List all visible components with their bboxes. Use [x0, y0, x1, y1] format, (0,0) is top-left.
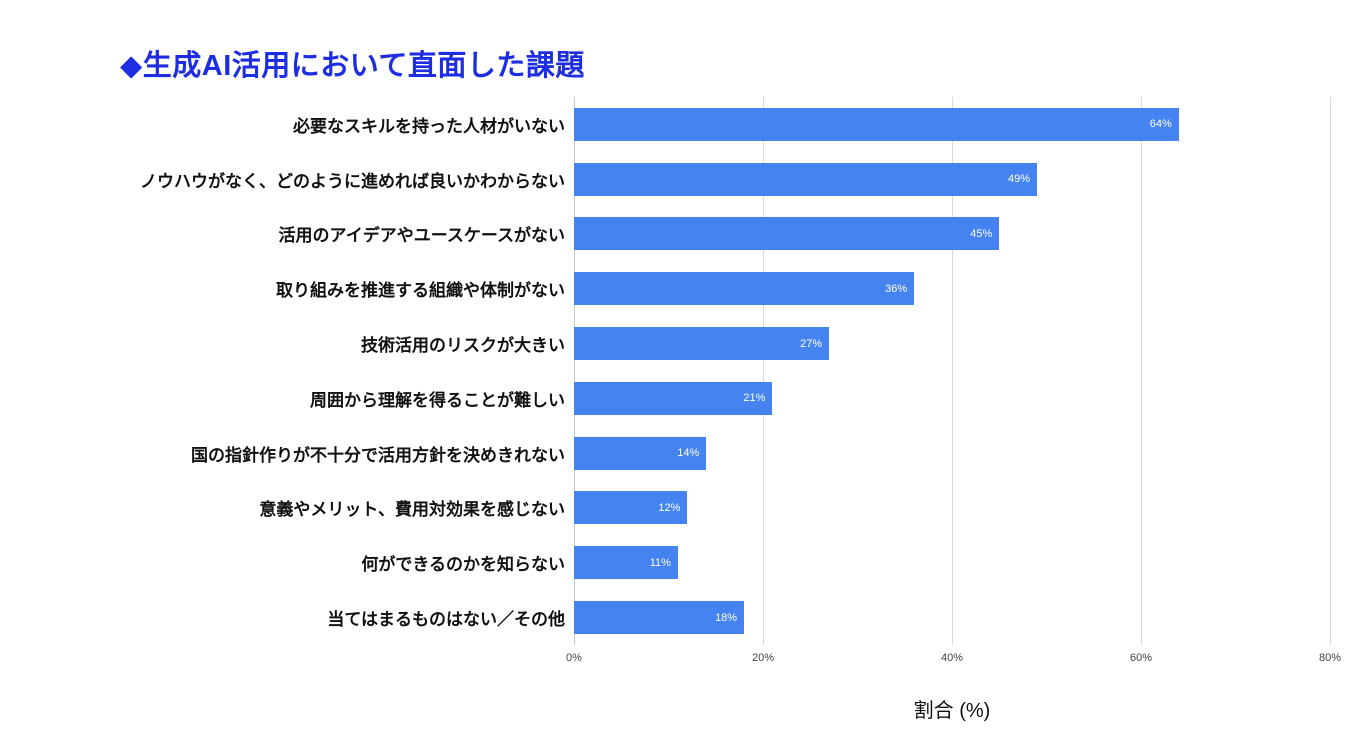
- bar: 27%: [574, 327, 830, 361]
- bar: 64%: [574, 107, 1179, 141]
- x-tick-label: 40%: [940, 652, 964, 664]
- bar-row: 21%: [574, 371, 1330, 426]
- gridline: [1330, 97, 1331, 645]
- category-label: 国の指針作りが不十分で活用方針を決めきれない: [191, 445, 565, 465]
- bar-value-label: 45%: [970, 227, 993, 240]
- bar: 36%: [574, 272, 915, 306]
- bar: 45%: [574, 217, 1000, 251]
- category-labels: 必要なスキルを持った人材がいないノウハウがなく、どのように進めれば良いかわからな…: [40, 97, 565, 645]
- gridline: [574, 97, 575, 645]
- x-axis-ticks: 0% 20% 40% 60% 80%: [566, 652, 1341, 668]
- bar-value-label: 18%: [715, 611, 738, 624]
- bar-value-label: 27%: [800, 337, 823, 350]
- bar-row: 64%: [574, 97, 1330, 152]
- x-tick-label: 20%: [751, 652, 775, 664]
- bar: 14%: [574, 436, 707, 470]
- bar: 49%: [574, 162, 1038, 196]
- category-label: 活用のアイデアやユースケースがない: [278, 226, 565, 246]
- chart-title: ◆生成AI活用において直面した課題: [120, 50, 585, 82]
- bar-row: 36%: [574, 261, 1330, 316]
- bar-row: 14%: [574, 426, 1330, 481]
- bar-row: 49%: [574, 152, 1330, 207]
- category-label: 周囲から理解を得ることが難しい: [310, 390, 565, 410]
- bar-value-label: 11%: [649, 556, 671, 569]
- bar-value-label: 21%: [743, 392, 766, 405]
- bar: 11%: [574, 546, 678, 580]
- bar-value-label: 12%: [658, 501, 681, 514]
- bar: 18%: [574, 601, 745, 635]
- bar-value-label: 14%: [677, 447, 700, 460]
- bar-row: 11%: [574, 535, 1330, 590]
- gridline: [952, 97, 953, 645]
- bar-value-label: 36%: [885, 282, 908, 295]
- x-tick-label: 0%: [566, 652, 582, 664]
- bar-row: 27%: [574, 316, 1330, 371]
- bar-value-label: 49%: [1008, 173, 1031, 186]
- gridline: [1141, 97, 1142, 645]
- category-label: 当てはまるものはない／その他: [327, 610, 565, 630]
- category-label: 取り組みを推進する組織や体制がない: [276, 281, 565, 301]
- bar-row: 18%: [574, 590, 1330, 645]
- category-label: 技術活用のリスクが大きい: [361, 336, 565, 356]
- category-label: ノウハウがなく、どのように進めれば良いかわからない: [140, 171, 565, 191]
- category-label: 意義やメリット、費用対効果を感じない: [259, 500, 565, 520]
- category-label: 何ができるのかを知らない: [361, 555, 565, 575]
- x-tick-label: 80%: [1318, 652, 1342, 664]
- category-label: 必要なスキルを持った人材がいない: [293, 116, 565, 136]
- plot-area: 64% 49% 45% 36% 27% 21% 14% 12% 11% 18%: [574, 97, 1331, 645]
- x-axis-label: 割合 (%): [913, 700, 991, 722]
- bar-value-label: 64%: [1149, 118, 1172, 131]
- bar-row: 45%: [574, 207, 1330, 262]
- bar: 12%: [574, 491, 688, 525]
- bars: 64% 49% 45% 36% 27% 21% 14% 12% 11% 18%: [574, 97, 1330, 645]
- gridline: [763, 97, 764, 645]
- x-tick-label: 60%: [1129, 652, 1153, 664]
- bar: 21%: [574, 381, 773, 415]
- bar-row: 12%: [574, 481, 1330, 536]
